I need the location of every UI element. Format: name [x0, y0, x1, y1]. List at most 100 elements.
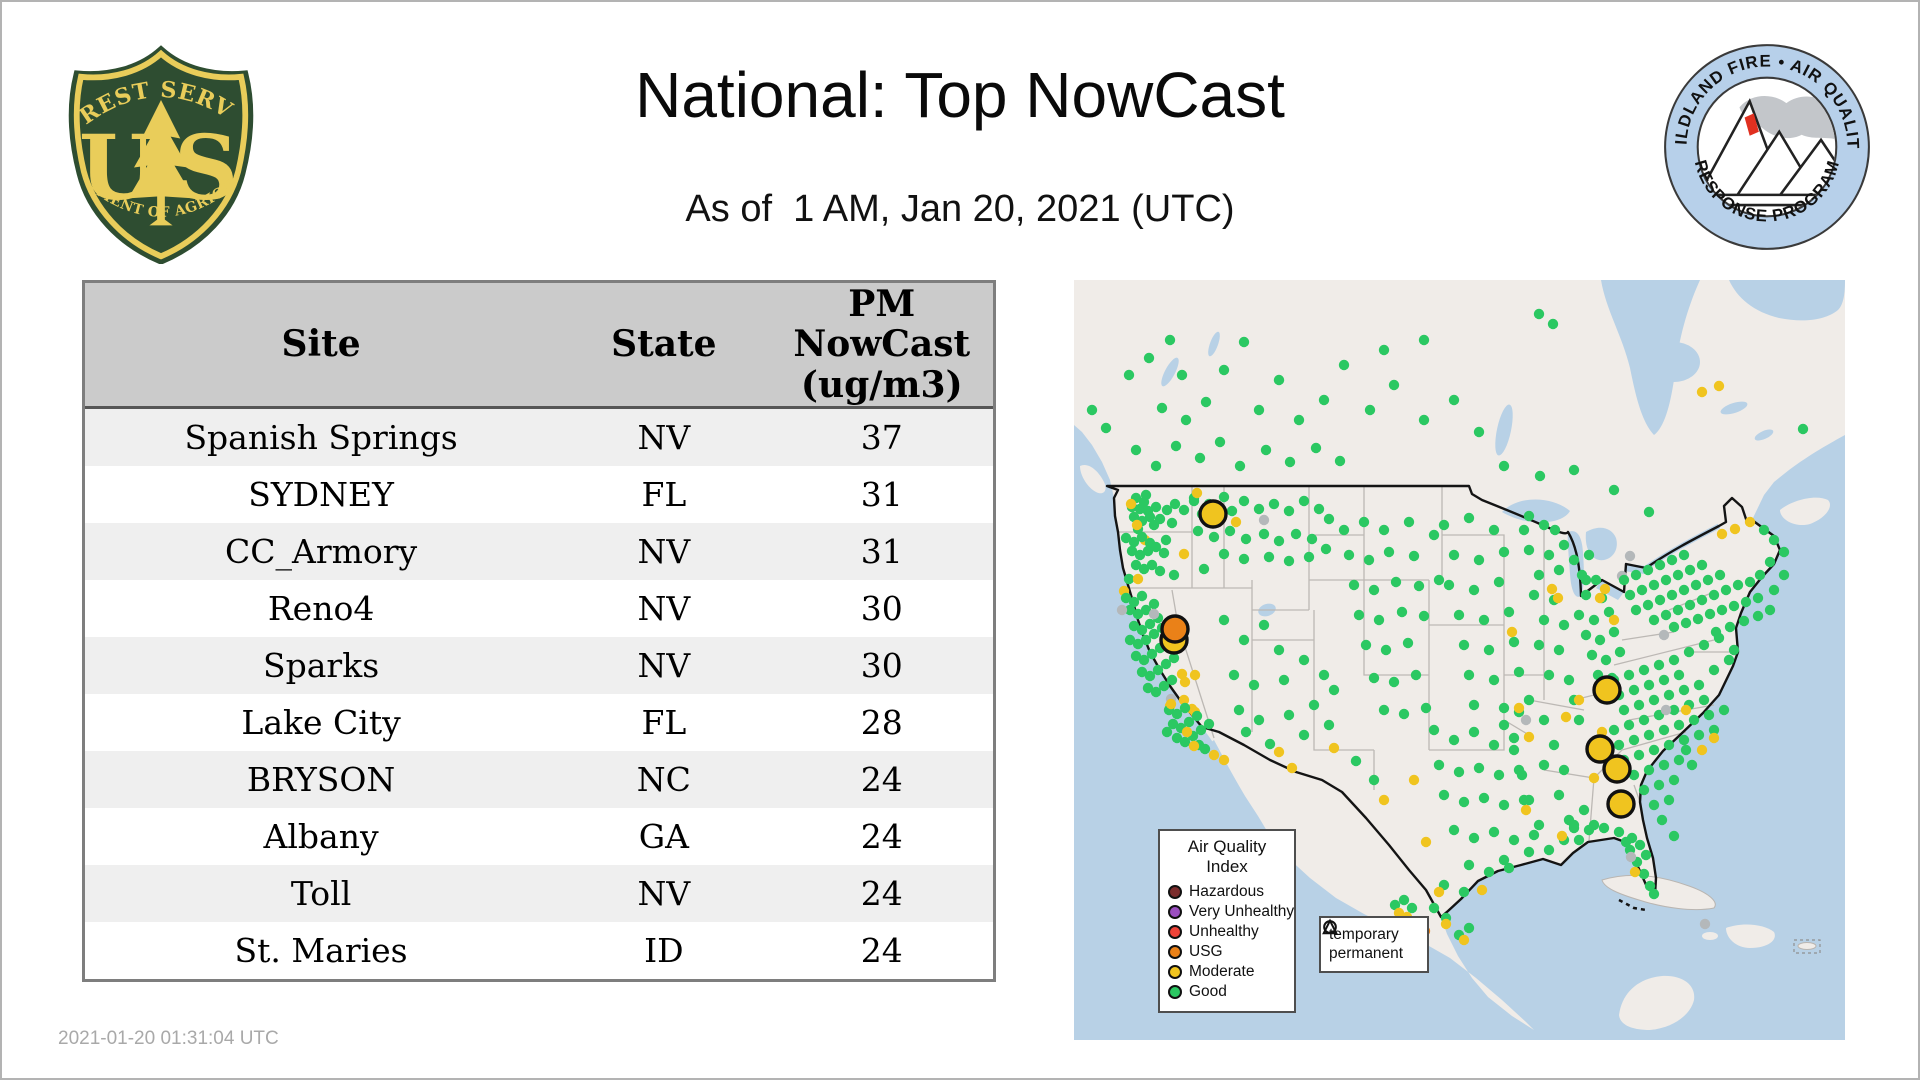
monitor-dot — [1463, 922, 1475, 934]
monitor-dot — [1534, 470, 1546, 482]
monitor-dot — [1140, 489, 1152, 501]
monitor-dot — [1523, 731, 1535, 743]
monitor-dot — [1493, 769, 1505, 781]
monitor-dot — [1468, 832, 1480, 844]
monitor-dot — [1208, 531, 1220, 543]
monitor-dot — [1290, 528, 1302, 540]
aqi-legend-label: Good — [1189, 983, 1227, 1000]
monitor-dot — [1498, 854, 1510, 866]
monitor-dot — [1458, 639, 1470, 651]
monitor-dot — [1478, 792, 1490, 804]
monitor-dot — [1690, 579, 1702, 591]
monitor-dot — [1583, 549, 1595, 561]
monitor-dot — [1636, 584, 1648, 596]
monitor-dot — [1378, 704, 1390, 716]
monitor-dot — [1752, 610, 1764, 622]
monitor-dot — [1158, 680, 1170, 692]
monitor-dot — [1696, 594, 1708, 606]
hudson-bay-water — [1729, 280, 1845, 321]
monitor-dot — [1658, 759, 1670, 771]
monitor-dot — [1134, 549, 1146, 561]
monitor-dot — [1508, 732, 1520, 744]
monitor-dot — [1699, 918, 1711, 930]
monitor-dot — [1614, 646, 1626, 658]
monitor-dot — [1638, 868, 1650, 880]
table-row: Lake City FL 28 — [85, 694, 993, 751]
monitor-dot — [1644, 880, 1656, 892]
monitor-dot — [1338, 359, 1350, 371]
monitor-dot — [1303, 551, 1315, 563]
monitor-dot — [1263, 551, 1275, 563]
monitor-dot — [1728, 644, 1740, 656]
monitor-dot — [1553, 564, 1565, 576]
monitor-dot — [1138, 654, 1150, 666]
monitor-dot — [1360, 639, 1372, 651]
monitor-dot — [1608, 724, 1620, 736]
monitor-dot — [1513, 702, 1525, 714]
monitor-dot — [1658, 724, 1670, 736]
monitor-dot — [1458, 886, 1470, 898]
monitor-dot — [1458, 796, 1470, 808]
cell-site: St. Maries — [234, 931, 408, 970]
monitor-dot — [1666, 589, 1678, 601]
monitor-dot — [1178, 694, 1190, 706]
monitor-dot — [1768, 534, 1780, 546]
monitor-dot — [1128, 620, 1140, 632]
monitor-dot — [1438, 519, 1450, 531]
monitor-dot — [1600, 654, 1612, 666]
monitor-dot — [1123, 369, 1135, 381]
monitor-dot — [1668, 621, 1680, 633]
monitor-dot — [1684, 599, 1696, 611]
table-row: Toll NV 24 — [85, 865, 993, 922]
monitor-dot — [1663, 689, 1675, 701]
monitor-dot — [1624, 550, 1636, 562]
monitor-dot — [1630, 569, 1642, 581]
monitor-dot — [1473, 554, 1485, 566]
monitor-dot — [1716, 528, 1728, 540]
monitor-dot — [1643, 764, 1655, 776]
monitor-dot — [1638, 714, 1650, 726]
monitor-dot — [1428, 529, 1440, 541]
monitor-dot — [1588, 614, 1600, 626]
monitor-dot — [1418, 334, 1430, 346]
monitor-dot — [1396, 606, 1408, 618]
monitor-dot — [1513, 666, 1525, 678]
monitor-dot — [1233, 704, 1245, 716]
cell-site: Sparks — [263, 646, 380, 685]
monitor-dot — [1273, 535, 1285, 547]
monitor-dot — [1100, 422, 1112, 434]
cell-pm-value: 24 — [860, 874, 903, 913]
monitor-dot — [1323, 513, 1335, 525]
marker-type-legend: temporary permanent — [1319, 916, 1429, 973]
monitor-dot — [1273, 746, 1285, 758]
monitor-dot — [1150, 460, 1162, 472]
monitor-dot — [1132, 608, 1144, 620]
monitor-dot — [1653, 659, 1665, 671]
monitor-dot — [1623, 669, 1635, 681]
aqi-legend-item: Hazardous — [1168, 883, 1286, 901]
monitor-dot — [1146, 648, 1158, 660]
top-site-marker — [1160, 614, 1190, 644]
wfaqrp-logo: WILDLAND FIRE • AIR QUALITY RESPONSE PRO… — [1652, 25, 1874, 254]
monitor-dot — [1160, 658, 1172, 670]
monitor-dot — [1642, 564, 1654, 576]
monitor-dot — [1402, 637, 1414, 649]
monitor-dot — [1152, 664, 1164, 676]
monitor-dot — [1144, 618, 1156, 630]
monitor-dot — [1549, 524, 1561, 536]
monitor-dot — [1154, 565, 1166, 577]
monitor-dot — [1488, 674, 1500, 686]
top-site-markers-layer — [1159, 499, 1636, 819]
monitor-dot — [1126, 545, 1138, 557]
monitor-dot — [1643, 679, 1655, 691]
monitor-dot — [1154, 513, 1166, 525]
monitor-dot — [1143, 352, 1155, 364]
monitor-dot — [1533, 819, 1545, 831]
cell-site: CC_Armory — [224, 532, 418, 571]
table-row: St. Maries ID 24 — [85, 922, 993, 979]
monitor-dot — [1663, 794, 1675, 806]
monitor-dot — [1238, 495, 1250, 507]
monitor-dot — [1353, 609, 1365, 621]
monitor-dot — [1680, 744, 1692, 756]
monitor-dot — [1696, 744, 1708, 756]
